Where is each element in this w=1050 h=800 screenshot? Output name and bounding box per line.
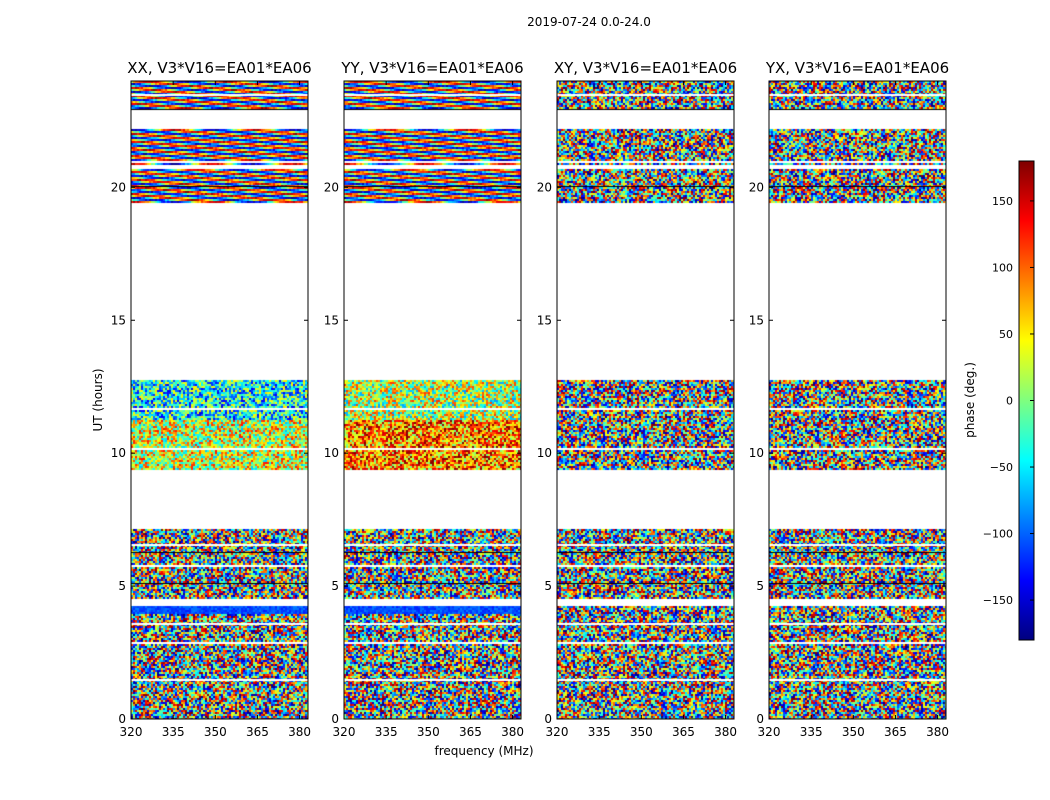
panel-2-frame	[343, 80, 522, 720]
xtick-label: 335	[375, 725, 398, 739]
xtick-label: 320	[758, 725, 781, 739]
colorbar-tick-label: −150	[983, 594, 1013, 607]
ytick-label: 5	[544, 579, 552, 593]
panel-3-title: XY, V3*V16=EA01*EA06	[554, 59, 737, 77]
figure-suptitle: 2019-07-24 0.0-24.0	[527, 15, 651, 29]
ytick-label: 15	[749, 313, 764, 327]
panel-4-title: YX, V3*V16=EA01*EA06	[765, 59, 949, 77]
ytick-label: 10	[111, 446, 126, 460]
colorbar-tick-label: 150	[992, 195, 1013, 208]
xtick-label: 350	[842, 725, 865, 739]
ytick-label: 5	[756, 579, 764, 593]
figure-xlabel: frequency (MHz)	[434, 744, 533, 758]
panel-4-heatmap	[769, 81, 946, 719]
ytick-label: 0	[118, 712, 126, 726]
colorbar-tick-label: −50	[990, 461, 1013, 474]
colorbar-ticks: 150 100 50 0 −50 −100 −150	[983, 195, 1034, 607]
xtick-label: 335	[800, 725, 823, 739]
xtick-label: 350	[204, 725, 227, 739]
ytick-label: 20	[324, 180, 339, 194]
xtick-label: 380	[714, 725, 737, 739]
colorbar-tick-label: −100	[983, 528, 1013, 541]
ytick-label: 0	[331, 712, 339, 726]
colorbar-tick-label: 0	[1006, 395, 1013, 408]
xtick-label: 350	[417, 725, 440, 739]
colorbar-tick-label: 50	[999, 328, 1013, 341]
xtick-label: 320	[546, 725, 569, 739]
ytick-label: 20	[537, 180, 552, 194]
xtick-label: 380	[501, 725, 524, 739]
colorbar-tick-label: 100	[992, 261, 1013, 274]
xtick-label: 380	[926, 725, 949, 739]
xtick-label: 335	[162, 725, 185, 739]
panel-1-title: XX, V3*V16=EA01*EA06	[127, 59, 311, 77]
ytick-label: 0	[544, 712, 552, 726]
panel-1-heatmap	[131, 81, 308, 719]
panel-3-heatmap	[557, 81, 734, 719]
ytick-label: 5	[331, 579, 339, 593]
xtick-label: 365	[672, 725, 695, 739]
panel-1: XX, V3*V16=EA01*EA06 320 335 350 365 380 0 5 10 1…	[111, 59, 312, 739]
xtick-label: 365	[459, 725, 482, 739]
ytick-label: 15	[537, 313, 552, 327]
ytick-label: 20	[111, 180, 126, 194]
colorbar: 150 100 50 0 −50 −100 −150 phase (deg.)	[963, 160, 1035, 641]
xtick-label: 365	[246, 725, 269, 739]
panels: XX, V3*V16=EA01*EA06 320 335 350 365 380 0 5 10 1…	[111, 59, 949, 739]
panel-3: XY, V3*V16=EA01*EA06 320 335 350 365 380 0 5 10 1…	[537, 59, 737, 739]
xtick-label: 380	[288, 725, 311, 739]
ytick-label: 15	[111, 313, 126, 327]
ytick-label: 10	[537, 446, 552, 460]
panel-2-title: YY, V3*V16=EA01*EA06	[340, 59, 523, 77]
xtick-label: 365	[884, 725, 907, 739]
panel-4: YX, V3*V16=EA01*EA06 320 335 350 365 380 0 5 10 1…	[749, 59, 949, 739]
ytick-label: 15	[324, 313, 339, 327]
xtick-label: 320	[333, 725, 356, 739]
ytick-label: 10	[749, 446, 764, 460]
xtick-label: 350	[630, 725, 653, 739]
panel-1-frame	[130, 80, 309, 720]
ytick-label: 20	[749, 180, 764, 194]
panel-3-frame	[556, 80, 735, 720]
xtick-label: 320	[120, 725, 143, 739]
figure-ylabel: UT (hours)	[91, 368, 105, 431]
panel-2: YY, V3*V16=EA01*EA06 320 335 350 365 380 0 5 10 1…	[324, 59, 524, 739]
ytick-label: 10	[324, 446, 339, 460]
ytick-label: 0	[756, 712, 764, 726]
panel-4-frame	[768, 80, 947, 720]
ytick-label: 5	[118, 579, 126, 593]
xtick-label: 335	[588, 725, 611, 739]
colorbar-label: phase (deg.)	[963, 362, 977, 438]
panel-2-heatmap	[344, 81, 521, 719]
